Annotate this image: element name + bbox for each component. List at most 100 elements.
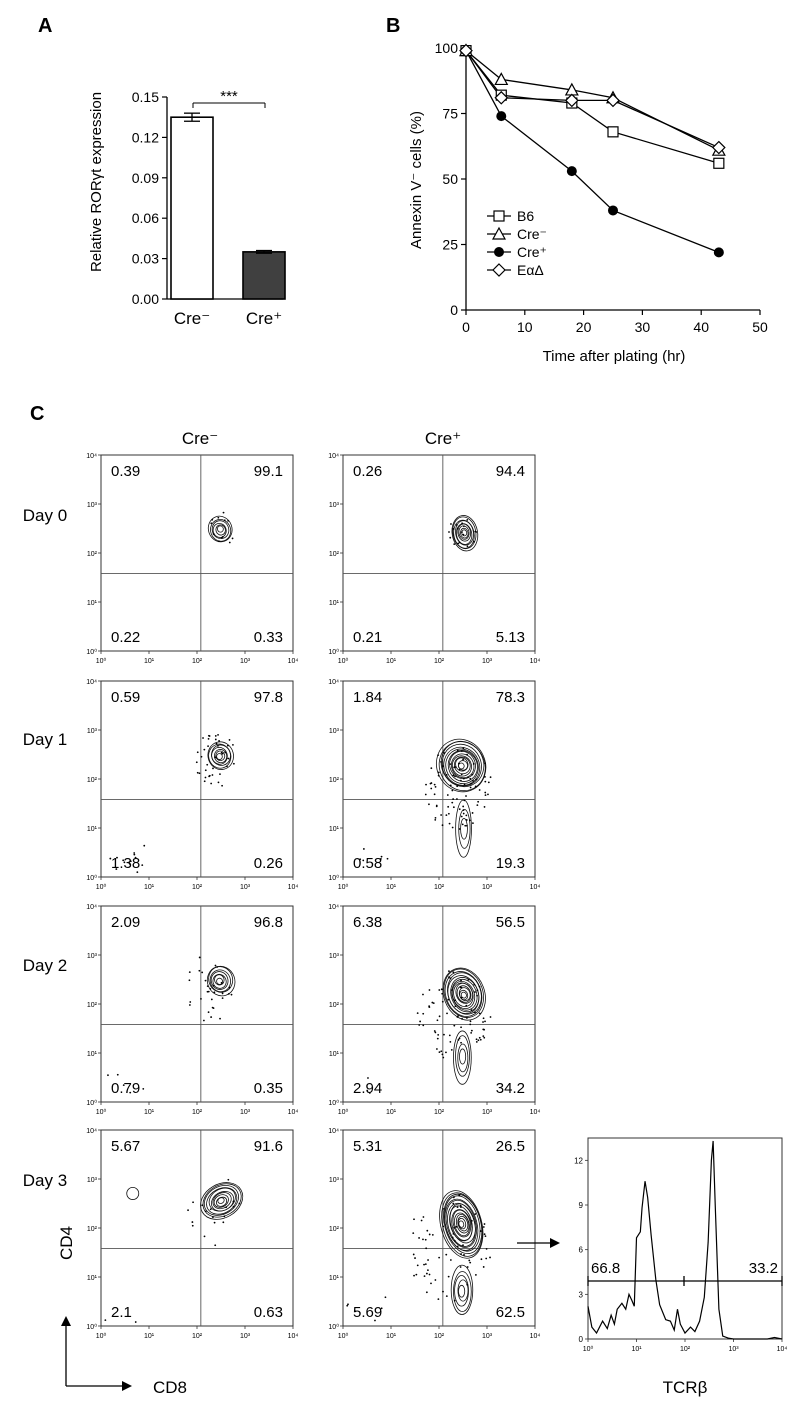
event-dot	[482, 1021, 484, 1023]
event-dot	[447, 812, 450, 815]
event-dot	[434, 1031, 437, 1034]
event-dot	[482, 1017, 485, 1020]
event-dot	[457, 762, 460, 765]
histogram-x-tick-label: 10²	[680, 1346, 691, 1353]
event-dot	[422, 1012, 425, 1015]
event-dot	[219, 1017, 221, 1020]
flow-y-tick-label: 10⁴	[86, 904, 97, 911]
cd8-axis-label: CD8	[153, 1378, 187, 1397]
event-dot	[475, 1041, 478, 1043]
event-dot	[207, 1011, 210, 1014]
event-dot	[212, 1007, 215, 1010]
event-dot	[456, 1016, 459, 1018]
flow-y-tick-label: 10¹	[329, 1051, 340, 1058]
event-dot	[220, 751, 223, 754]
event-dot	[122, 1084, 125, 1087]
event-dot	[430, 767, 433, 770]
event-dot	[210, 998, 213, 1001]
flow-x-tick-label: 10³	[240, 658, 251, 665]
contour-line	[203, 1185, 239, 1216]
event-dot	[458, 541, 461, 544]
event-dot	[198, 969, 201, 972]
event-dot	[438, 1051, 441, 1054]
event-dot	[456, 785, 459, 788]
event-dot	[469, 1023, 472, 1026]
histogram-x-tick-label: 10¹	[631, 1346, 642, 1353]
flow-y-tick-label: 10⁴	[328, 1128, 339, 1135]
event-dot	[442, 765, 444, 767]
event-dot	[460, 815, 463, 818]
event-dot	[483, 1223, 486, 1225]
event-dot	[458, 768, 461, 771]
flow-x-tick-label: 10³	[240, 1109, 251, 1116]
quadrant-percent-ll: 0.21	[353, 629, 382, 646]
event-dot	[478, 985, 481, 988]
contour-line	[454, 756, 471, 775]
event-dot	[448, 1034, 451, 1037]
event-dot	[425, 1272, 428, 1275]
event-dot	[471, 812, 474, 814]
bar-chart-y-tick-label: 0.00	[132, 291, 159, 307]
event-dot	[211, 518, 214, 521]
line-chart-x-tick-label: 40	[693, 319, 709, 335]
event-dot	[452, 528, 455, 530]
flow-y-tick-label: 10³	[329, 728, 340, 735]
flow-x-tick-label: 10⁴	[530, 884, 541, 891]
histogram-y-tick-label: 9	[579, 1201, 584, 1210]
flow-x-tick-label: 10²	[192, 1109, 203, 1116]
quadrant-percent-ur: 26.5	[496, 1138, 525, 1155]
event-dot	[462, 809, 465, 812]
event-dot	[198, 772, 201, 775]
event-dot	[430, 1282, 432, 1285]
quadrant-percent-ur: 94.4	[496, 463, 525, 480]
event-dot	[215, 742, 218, 745]
event-dot	[128, 862, 131, 865]
quadrant-percent-ll: 0.79	[111, 1080, 140, 1097]
event-dot	[449, 1259, 452, 1261]
flow-x-tick-label: 10¹	[386, 1109, 397, 1116]
event-dot	[210, 1016, 213, 1018]
bar-chart-y-tick-label: 0.06	[132, 210, 159, 226]
line-chart-y-tick-label: 75	[442, 106, 458, 122]
quadrant-percent-ul: 6.38	[353, 914, 382, 931]
flow-y-tick-label: 10¹	[87, 1051, 98, 1058]
event-dot	[415, 1273, 418, 1276]
event-dot	[442, 1290, 444, 1293]
event-dot	[191, 1224, 194, 1227]
event-dot	[465, 795, 467, 797]
event-dot	[473, 1011, 476, 1014]
contour-line	[443, 968, 484, 1018]
event-dot	[346, 1304, 349, 1307]
event-dot	[213, 991, 216, 994]
event-dot	[107, 1074, 109, 1077]
contour-line	[457, 1279, 469, 1302]
event-dot	[436, 1037, 439, 1040]
event-dot	[463, 799, 466, 802]
flow-y-tick-label: 10³	[87, 1177, 98, 1184]
event-dot	[452, 774, 455, 777]
event-dot	[425, 1291, 428, 1294]
event-dot	[208, 735, 211, 737]
contour-line	[207, 515, 233, 543]
event-dot	[218, 540, 220, 543]
event-dot	[474, 1274, 477, 1276]
event-dot	[188, 979, 191, 982]
flow-y-tick-label: 10³	[329, 502, 340, 509]
event-dot	[226, 744, 229, 747]
flow-y-tick-label: 10⁰	[86, 874, 97, 882]
contour-line	[458, 1220, 465, 1228]
event-dot	[222, 511, 225, 514]
legend-label-3: Cre⁺	[517, 244, 547, 260]
event-dot	[142, 1087, 145, 1090]
contour-line	[451, 515, 479, 552]
event-dot	[201, 971, 204, 974]
event-dot	[433, 783, 436, 786]
event-dot	[460, 996, 463, 999]
series-line-1	[465, 50, 720, 164]
event-dot	[211, 774, 214, 776]
event-dot	[435, 805, 438, 808]
event-dot	[462, 1244, 464, 1247]
event-dot	[437, 774, 440, 777]
line-chart-y-tick-label: 50	[442, 171, 458, 187]
